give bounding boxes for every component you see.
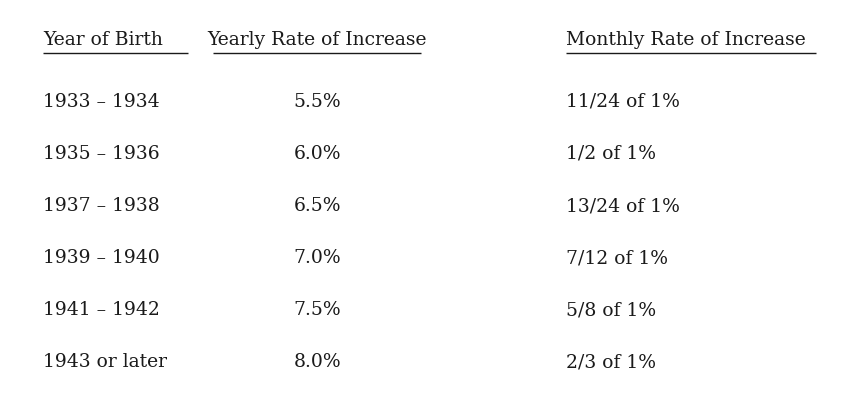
Text: 1933 – 1934: 1933 – 1934 (43, 93, 160, 111)
Text: 7.0%: 7.0% (293, 249, 341, 267)
Text: 13/24 of 1%: 13/24 of 1% (566, 197, 680, 215)
Text: Year of Birth: Year of Birth (43, 31, 163, 49)
Text: 1937 – 1938: 1937 – 1938 (43, 197, 160, 215)
Text: 5.5%: 5.5% (293, 93, 341, 111)
Text: 1941 – 1942: 1941 – 1942 (43, 301, 160, 319)
Text: 6.5%: 6.5% (293, 197, 341, 215)
Text: 1/2 of 1%: 1/2 of 1% (566, 145, 656, 163)
Text: 1943 or later: 1943 or later (43, 353, 167, 371)
Text: 1939 – 1940: 1939 – 1940 (43, 249, 160, 267)
Text: 5/8 of 1%: 5/8 of 1% (566, 301, 656, 319)
Text: 11/24 of 1%: 11/24 of 1% (566, 93, 680, 111)
Text: 1935 – 1936: 1935 – 1936 (43, 145, 160, 163)
Text: 8.0%: 8.0% (293, 353, 341, 371)
Text: Yearly Rate of Increase: Yearly Rate of Increase (207, 31, 427, 49)
Text: 2/3 of 1%: 2/3 of 1% (566, 353, 656, 371)
Text: 7/12 of 1%: 7/12 of 1% (566, 249, 668, 267)
Text: Monthly Rate of Increase: Monthly Rate of Increase (566, 31, 806, 49)
Text: 7.5%: 7.5% (293, 301, 341, 319)
Text: 6.0%: 6.0% (293, 145, 341, 163)
